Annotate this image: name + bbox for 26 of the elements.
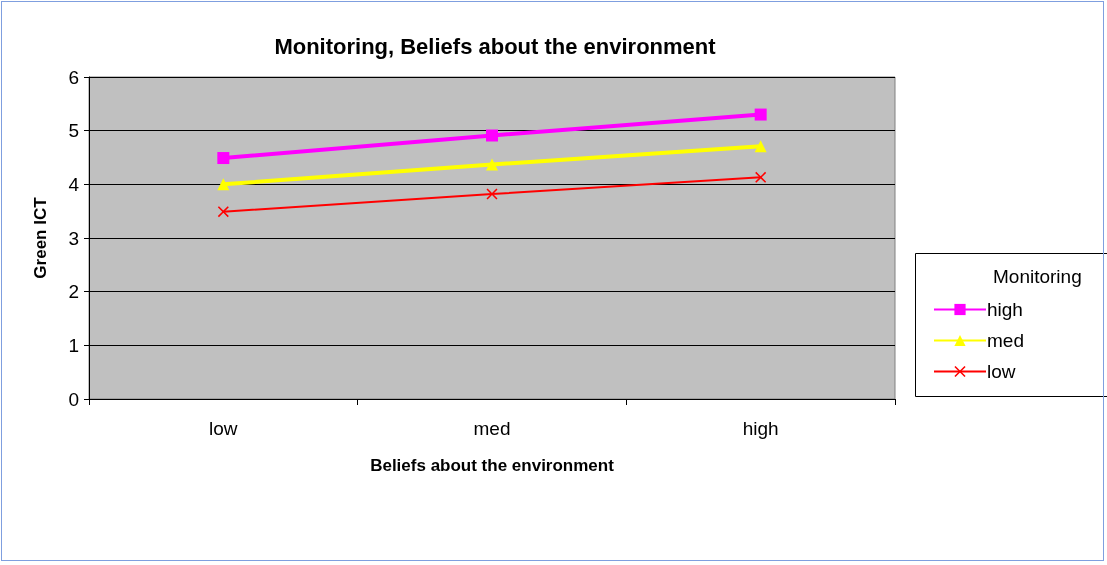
- x-tick-label: high: [742, 418, 779, 439]
- x-axis-title: Beliefs about the environment: [370, 456, 615, 475]
- y-tick-label: 6: [68, 66, 79, 88]
- point: [217, 152, 230, 165]
- chart-title: Monitoring, Beliefs about the environment: [274, 33, 717, 59]
- legend-label: med: [987, 330, 1024, 351]
- x-tick-label: low: [209, 418, 238, 439]
- point: [217, 206, 229, 218]
- y-tick-label: 3: [68, 227, 79, 249]
- y-axis-title: Green ICT: [31, 196, 50, 279]
- y-tick-label: 0: [68, 388, 79, 410]
- point: [754, 108, 767, 121]
- point: [754, 140, 767, 153]
- point: [486, 158, 498, 171]
- point: [486, 129, 498, 142]
- point: [486, 188, 498, 200]
- legend-label: low: [987, 361, 1016, 382]
- y-tick-label: 1: [68, 334, 79, 356]
- y-tick-label: 5: [68, 120, 79, 142]
- point: [755, 171, 767, 183]
- legend-label: high: [987, 299, 1023, 320]
- x-tick-label: med: [473, 418, 511, 439]
- legend-title: Monitoring: [993, 266, 1082, 287]
- y-tick-label: 4: [68, 173, 80, 195]
- y-tick-label: 2: [68, 281, 79, 303]
- point: [217, 178, 230, 191]
